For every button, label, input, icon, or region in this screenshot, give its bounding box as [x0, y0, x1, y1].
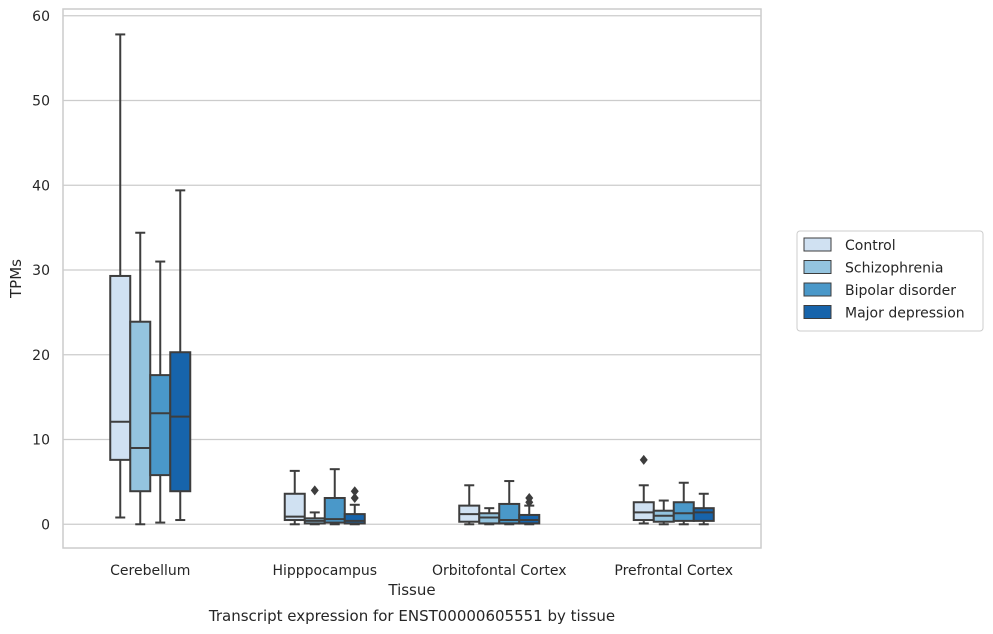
y-tick-label: 20	[32, 348, 50, 364]
legend-item: Control	[803, 237, 896, 254]
box-major-depression	[169, 189, 192, 522]
box-body	[498, 502, 521, 525]
legend-swatch	[803, 237, 832, 252]
x-tick-labels: Cerebellum Hipppocampus Orbitofontal Corte…	[110, 563, 733, 579]
box-body	[283, 492, 306, 522]
legend-swatch	[803, 305, 832, 319]
box-bipolar-disorder	[672, 481, 695, 526]
y-tick-label: 30	[32, 263, 50, 279]
box-body	[109, 274, 132, 461]
box-bipolar-disorder	[149, 260, 172, 524]
box-body	[169, 351, 192, 493]
y-tick-label: 60	[32, 9, 50, 25]
box-control	[283, 469, 306, 526]
box-body	[129, 320, 152, 493]
x-tick-label: Cerebellum	[110, 563, 190, 579]
box-major-depression	[343, 486, 366, 526]
box-bipolar-disorder	[323, 468, 346, 526]
box-schizophrenia	[303, 485, 326, 526]
legend-swatch	[803, 282, 832, 297]
box-body	[323, 496, 346, 524]
box-control	[458, 484, 481, 526]
y-tick-labels: 0 10 20 30 40 50 60	[32, 9, 50, 533]
box-schizophrenia	[652, 499, 675, 526]
outlier-point	[310, 485, 319, 496]
box-bipolar-disorder	[498, 480, 521, 526]
box-control	[109, 33, 132, 519]
legend-item: Bipolar disorder	[803, 282, 956, 299]
outlier-point	[350, 492, 359, 503]
box-body	[632, 501, 655, 522]
y-tick-label: 10	[32, 433, 50, 449]
x-tick-label: Orbitofontal Cortex	[432, 563, 567, 579]
y-tick-label: 50	[32, 94, 50, 110]
box-control	[632, 454, 655, 525]
box-major-depression	[692, 492, 715, 526]
y-tick-label: 40	[32, 178, 50, 194]
legend-swatch	[803, 260, 832, 274]
y-axis-label: TPMs	[7, 259, 25, 299]
x-tick-label: Hipppocampus	[272, 563, 377, 579]
legend-label: Control	[845, 238, 896, 254]
legend-label: Major depression	[845, 306, 965, 322]
legend: Control Schizophrenia Bipolar disorder Majo…	[796, 230, 984, 332]
box-body	[692, 507, 715, 522]
outlier-point	[639, 454, 648, 465]
plot-frame	[62, 8, 762, 549]
x-axis-label: Tissue	[387, 581, 435, 599]
box-body	[149, 374, 172, 477]
legend-label: Schizophrenia	[845, 261, 943, 277]
box-major-depression	[518, 492, 541, 526]
box-schizophrenia	[478, 507, 501, 526]
box-schizophrenia	[129, 231, 152, 526]
outlier-point	[350, 486, 359, 497]
y-tick-label: 0	[41, 517, 50, 533]
outlier-point	[525, 492, 534, 503]
legend-item: Schizophrenia	[803, 260, 943, 277]
legend-item: Major depression	[803, 305, 965, 322]
legend-frame	[796, 230, 984, 332]
box-body	[672, 501, 695, 522]
legend-label: Bipolar disorder	[845, 283, 956, 299]
boxplots	[109, 33, 715, 526]
x-tick-label: Prefrontal Cortex	[614, 563, 733, 579]
box-body	[343, 513, 366, 525]
chart-caption: Transcript expression for ENST0000060555…	[208, 607, 615, 625]
